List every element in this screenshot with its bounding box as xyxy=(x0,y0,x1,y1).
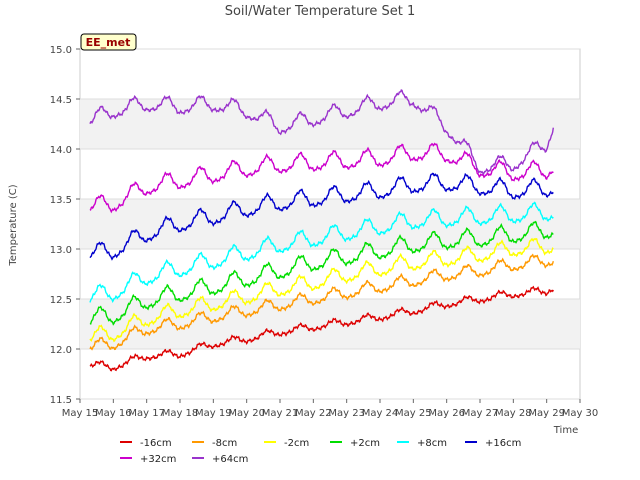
legend-item--2cm: -2cm xyxy=(264,438,309,449)
x-tick-label: May 16 xyxy=(95,408,132,419)
series-line--8cm xyxy=(89,253,554,351)
x-tick-label: May 22 xyxy=(295,408,332,419)
series-line-+64cm xyxy=(89,89,554,176)
legend-item--8cm: -8cm xyxy=(192,438,237,449)
legend-item-+32cm: +32cm xyxy=(120,454,176,465)
series-line-+16cm xyxy=(89,172,554,261)
x-tick-label: May 19 xyxy=(195,408,232,419)
y-tick-label: 12.0 xyxy=(50,345,72,356)
y-tick-label: 14.5 xyxy=(50,95,72,106)
x-tick-label: May 26 xyxy=(428,408,465,419)
x-axis-label: Time xyxy=(553,425,578,436)
x-tick-label: May 23 xyxy=(328,408,365,419)
series-lines xyxy=(89,89,554,372)
chart-title: Soil/Water Temperature Set 1 xyxy=(225,4,416,19)
x-tick-label: May 18 xyxy=(162,408,199,419)
y-tick-label: 13.5 xyxy=(50,195,72,206)
series-line--2cm xyxy=(89,237,554,343)
legend-label: -2cm xyxy=(284,438,309,449)
y-axis-ticks: 11.5 12.0 12.5 13.0 13.5 14.0 14.5 15.0 xyxy=(50,45,580,406)
legend-label: +16cm xyxy=(485,438,521,449)
background-bands xyxy=(80,99,580,349)
band xyxy=(80,199,580,249)
y-tick-label: 15.0 xyxy=(50,45,72,56)
x-tick-label: May 27 xyxy=(462,408,499,419)
legend-item-+8cm: +8cm xyxy=(397,438,447,449)
y-tick-label: 11.5 xyxy=(50,395,72,406)
legend-label: +64cm xyxy=(212,454,248,465)
y-tick-label: 12.5 xyxy=(50,295,72,306)
series-line--16cm xyxy=(89,285,554,372)
series-line-+8cm xyxy=(89,201,554,303)
x-tick-label: May 28 xyxy=(495,408,532,419)
y-axis-label: Temperature (C) xyxy=(8,184,19,266)
y-tick-label: 14.0 xyxy=(50,145,72,156)
x-tick-label: May 29 xyxy=(528,408,565,419)
band xyxy=(80,99,580,149)
series-line-+2cm xyxy=(89,220,554,326)
legend-label: +32cm xyxy=(140,454,176,465)
x-tick-label: May 30 xyxy=(562,408,599,419)
legend-item--16cm: -16cm xyxy=(120,438,172,449)
x-tick-label: May 20 xyxy=(228,408,265,419)
y-tick-label: 13.0 xyxy=(50,245,72,256)
station-label-box: EE_met xyxy=(80,33,137,51)
legend-item-+16cm: +16cm xyxy=(465,438,521,449)
legend-label: +8cm xyxy=(417,438,447,449)
x-tick-label: May 24 xyxy=(362,408,399,419)
x-tick-label: May 25 xyxy=(395,408,432,419)
legend-label: -16cm xyxy=(140,438,172,449)
legend-item-+2cm: +2cm xyxy=(330,438,380,449)
x-tick-label: May 17 xyxy=(128,408,165,419)
legend: -16cm -8cm -2cm +2cm +8cm +16cm +32cm +64cm xyxy=(120,438,521,465)
station-label: EE_met xyxy=(86,36,131,49)
legend-label: -8cm xyxy=(212,438,237,449)
band xyxy=(80,299,580,349)
x-tick-label: May 21 xyxy=(262,408,299,419)
x-tick-label: May 15 xyxy=(62,408,99,419)
series-line-+32cm xyxy=(89,142,554,214)
legend-label: +2cm xyxy=(350,438,380,449)
legend-item-+64cm: +64cm xyxy=(192,454,248,465)
